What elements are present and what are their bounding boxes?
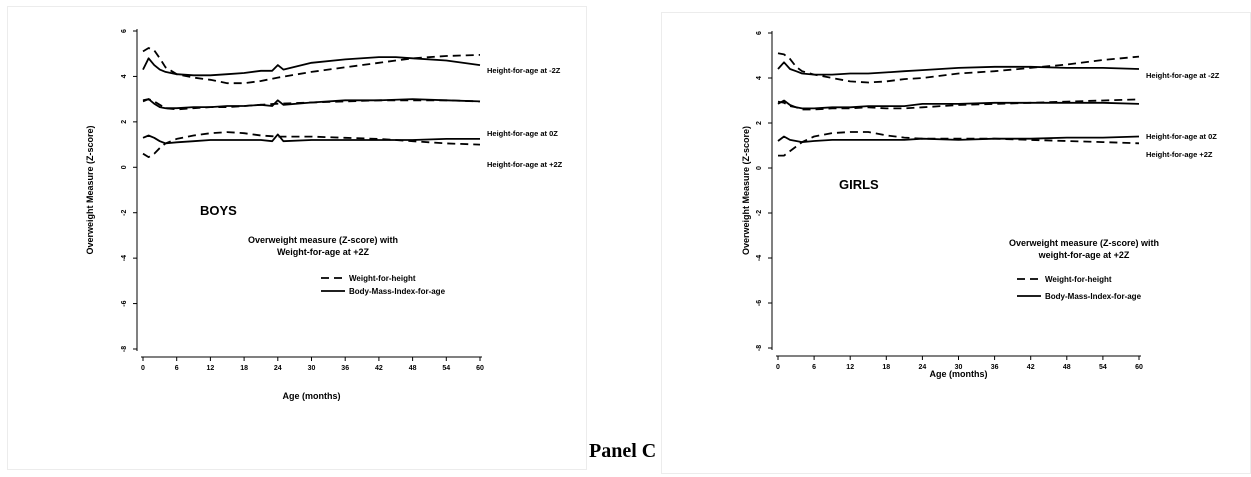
bmi-for-age-line-1 — [777, 61, 1140, 76]
x-tick-label: 54 — [442, 365, 450, 372]
x-tick-label: 0 — [776, 364, 780, 371]
y-tick-label: 0 — [121, 165, 128, 169]
x-tick-label: 42 — [375, 365, 383, 372]
y-tick-label: 0 — [756, 166, 763, 170]
legend-entry-label: Body-Mass-Index-for-age — [1045, 292, 1142, 301]
x-tick-label: 12 — [207, 365, 215, 372]
y-tick-label: -4 — [756, 255, 763, 261]
x-tick-label: 6 — [812, 364, 816, 371]
x-tick-label: 48 — [409, 365, 417, 372]
boys-figure: -8 -6 -4 -2 0 2 4 6 0 6 12 18 24 30 36 42 48 54 60 Overweig… — [7, 6, 587, 470]
height-for-age-annotation: Height-for-age at +2Z — [487, 160, 563, 169]
legend-title-line-2: Weight-for-age at +2Z — [277, 247, 370, 257]
weight-for-height-line-4 — [778, 131, 1140, 157]
x-tick-label: 30 — [955, 364, 963, 371]
x-tick-label: 12 — [846, 364, 854, 371]
height-for-age-annotation: Height-for-age at -2Z — [1146, 71, 1220, 80]
bmi-for-age-line-5 — [142, 133, 480, 145]
legend-entry-label: Weight-for-height — [349, 274, 416, 283]
bmi-for-age-line-5 — [777, 135, 1140, 144]
legend-title-line-1: Overweight measure (Z-score) with — [248, 235, 398, 245]
legend-title-line-2: weight-for-age at +2Z — [1038, 250, 1130, 260]
x-tick-label: 24 — [274, 365, 282, 372]
x-tick-label: 18 — [882, 364, 890, 371]
y-axis-title: Overweight Measure (Z-score) — [741, 126, 751, 255]
y-tick-label: 2 — [756, 121, 763, 125]
y-tick-label: 6 — [756, 31, 763, 35]
y-tick-label: -4 — [121, 255, 128, 261]
x-tick-label: 54 — [1099, 364, 1107, 371]
x-axis-title: Age (months) — [930, 369, 988, 379]
x-tick-label: 6 — [175, 365, 179, 372]
y-tick-label: 6 — [121, 29, 128, 33]
y-tick-label: 4 — [121, 74, 128, 78]
group-label: GIRLS — [839, 177, 879, 192]
x-tick-label: 60 — [1135, 364, 1143, 371]
y-tick-label: -6 — [756, 300, 763, 306]
y-axis-title: Overweight Measure (Z-score) — [85, 125, 95, 254]
y-tick-label: -8 — [756, 345, 763, 351]
y-tick-label: -6 — [121, 300, 128, 306]
x-tick-label: 36 — [341, 365, 349, 372]
x-axis-title: Age (months) — [283, 391, 341, 401]
weight-for-height-line-0 — [142, 47, 481, 85]
height-for-age-annotation: Height-for-age at 0Z — [1146, 132, 1217, 141]
x-tick-label: 36 — [991, 364, 999, 371]
legend-entry-label: Body-Mass-Index-for-age — [349, 287, 446, 296]
legend-entry-label: Weight-for-height — [1045, 275, 1112, 284]
x-tick-label: 18 — [240, 365, 248, 372]
bmi-for-age-line-1 — [142, 56, 481, 77]
panel-caption: Panel C — [589, 440, 657, 462]
bmi-for-age-line-3 — [777, 99, 1140, 110]
group-label: BOYS — [200, 203, 237, 218]
x-tick-label: 60 — [476, 365, 484, 372]
x-tick-label: 42 — [1027, 364, 1035, 371]
height-for-age-annotation: Height-for-age at -2Z — [487, 66, 561, 75]
y-tick-label: 2 — [121, 120, 128, 124]
y-tick-label: -8 — [121, 346, 128, 352]
y-tick-label: -2 — [121, 210, 128, 216]
legend-title-line-1: Overweight measure (Z-score) with — [1009, 238, 1159, 248]
y-tick-label: 4 — [756, 76, 763, 80]
bmi-for-age-line-3 — [142, 98, 481, 110]
weight-for-height-line-4 — [142, 131, 481, 159]
x-tick-label: 30 — [308, 365, 316, 372]
height-for-age-annotation: Height-for-age at 0Z — [487, 129, 558, 138]
height-for-age-annotation: Height-for-age +2Z — [1146, 150, 1213, 159]
girls-figure: -8 -6 -4 -2 0 2 4 6 0 6 12 18 24 30 36 42 48 54 60 Overweig… — [661, 12, 1251, 474]
x-tick-label: 24 — [919, 364, 927, 371]
y-tick-label: -2 — [756, 210, 763, 216]
x-tick-label: 48 — [1063, 364, 1071, 371]
x-tick-label: 0 — [141, 365, 145, 372]
